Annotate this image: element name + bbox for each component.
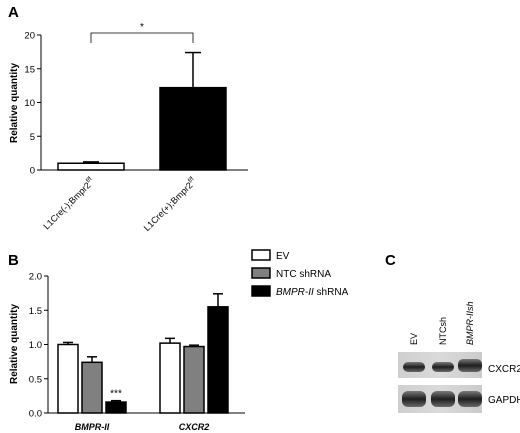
gel-band-gapdh — [458, 391, 482, 407]
legend-swatch — [251, 249, 271, 261]
legend-label-gene: BMPR-II — [276, 287, 314, 298]
chart-a-category-label: L1Cre(+);Bmpr2f/f — [141, 176, 199, 234]
gel-band-label-cxcr2: CXCR2 — [488, 364, 520, 375]
chart-b-ytick-label: 1.5 — [29, 306, 42, 317]
chart-b-bar — [183, 345, 205, 414]
chart-a-category-superscript: f/f — [187, 176, 196, 185]
chart-a: Relative quantity 0 5 10 15 20 L1Cre(-);Bmpr2… — [9, 22, 248, 233]
chart-a-category-label: L1Cre(-);Bmpr2f/f — [41, 176, 97, 232]
chart-b-ylabel: Relative quantity — [9, 304, 20, 384]
chart-b-ytick-label: 0.5 — [29, 374, 42, 385]
chart-b-ytick-label: 0.0 — [29, 409, 42, 420]
chart-b-bar — [159, 342, 181, 414]
chart-b-category-label: BMPR-II — [75, 422, 110, 432]
chart-a-ytick-label: 0 — [30, 166, 35, 177]
gel-band-gapdh — [402, 391, 426, 407]
chart-a-ytick-label: 5 — [30, 132, 35, 143]
chart-a-ytick-label: 15 — [24, 64, 35, 75]
chart-a-ytick-label: 10 — [24, 98, 35, 109]
chart-b-bar — [105, 401, 127, 414]
gel-band-gapdh — [431, 391, 455, 407]
legend-swatch — [251, 285, 271, 297]
gel-lane-label: BMPR-IIsh — [465, 301, 475, 345]
chart-b-bar — [57, 343, 79, 414]
chart-b-bar — [81, 361, 103, 414]
gel-band-label-gapdh: GAPDH — [488, 395, 520, 406]
chart-a-bar — [57, 162, 125, 171]
chart-a-category-name: L1Cre(-);Bmpr2 — [41, 180, 92, 231]
gel-blot: CXCR2 GAPDH EV NTCsh BMPR-IIsh — [398, 301, 520, 413]
gel-band-cxcr2 — [458, 359, 482, 372]
gel-band-cxcr2 — [432, 362, 454, 372]
gel-band-cxcr2 — [403, 362, 425, 372]
chart-b-category-label: CXCR2 — [179, 422, 210, 432]
chart-a-category-name: L1Cre(+);Bmpr2 — [142, 180, 195, 233]
legend-swatch — [251, 267, 271, 279]
gel-lane-label: NTCsh — [438, 317, 448, 345]
chart-a-significance-label: * — [140, 22, 144, 33]
legend-label: BMPR-II shRNA — [276, 287, 349, 298]
legend-label: NTC shRNA — [276, 269, 331, 280]
legend-label-suffix: shRNA — [314, 287, 349, 298]
panel-b-letter: B — [8, 252, 19, 269]
chart-a-bar — [159, 86, 227, 171]
chart-a-ytick-label: 20 — [24, 31, 35, 42]
chart-a-category-superscript: f/f — [85, 176, 94, 185]
chart-b: Relative quantity 0.0 0.5 1.0 1.5 2.0 *** BMPR… — [9, 272, 245, 432]
legend-label: EV — [276, 251, 290, 262]
chart-b-ytick-label: 2.0 — [29, 272, 42, 283]
chart-a-significance-bracket — [90, 32, 194, 43]
panel-a-letter: A — [8, 4, 19, 21]
chart-b-ytick-label: 1.0 — [29, 340, 42, 351]
chart-b-bar — [207, 306, 229, 414]
gel-lane-label: EV — [409, 333, 419, 345]
chart-a-ylabel: Relative quantity — [9, 63, 20, 143]
chart-b-significance-label: *** — [110, 389, 122, 400]
panel-c-letter: C — [385, 252, 396, 269]
chart-b-legend: EV NTC shRNA BMPR-II shRNA — [251, 249, 349, 298]
